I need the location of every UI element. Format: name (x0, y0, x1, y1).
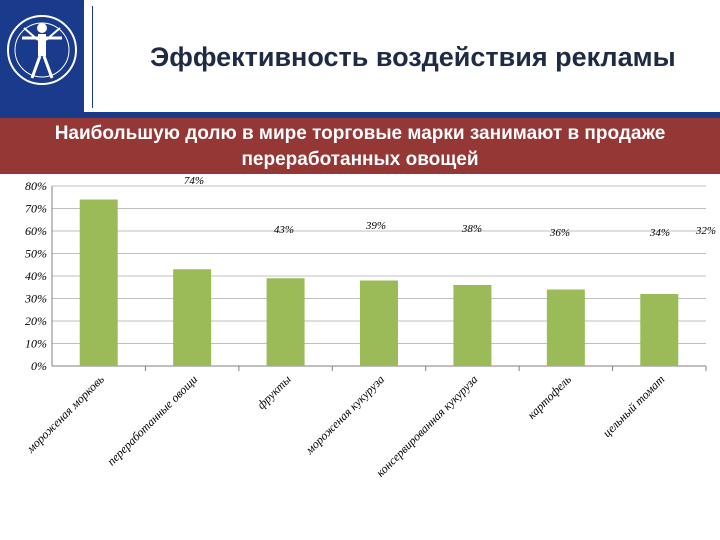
data-label: 39% (365, 220, 386, 232)
bar (546, 289, 585, 366)
bar (640, 294, 679, 366)
y-tick-label: 40% (25, 269, 47, 283)
bar (360, 280, 398, 366)
x-tick-label: цельный томат (600, 372, 668, 440)
y-tick-label: 50% (25, 247, 47, 261)
x-tick-label: фрукты (254, 372, 294, 412)
y-tick-label: 0% (31, 359, 47, 373)
y-tick-label: 10% (25, 337, 47, 351)
bar (173, 269, 212, 366)
data-label: 36% (549, 227, 570, 239)
y-tick-label: 60% (25, 224, 47, 238)
header-bar (0, 112, 720, 118)
vitruvian-man-logo-icon (7, 15, 77, 85)
data-label: 43% (274, 224, 294, 236)
logo (0, 0, 84, 112)
y-tick-label: 70% (25, 202, 47, 216)
x-tick-label: переработанные овощи (104, 372, 200, 468)
y-tick-label: 20% (25, 314, 47, 328)
x-tick-label: консервированная кукуруза (373, 372, 480, 479)
x-tick-label: мороженая кукуруза (302, 372, 387, 457)
data-label: 32% (695, 225, 716, 237)
bar (266, 278, 305, 366)
header: Эффективность воздействия рекламы (0, 0, 720, 118)
subtitle-banner: Наибольшую долю в мире торговые марки за… (0, 118, 720, 174)
page-title: Эффективность воздействия рекламы (150, 42, 676, 72)
bar (79, 199, 118, 366)
bar (453, 285, 492, 366)
logo-divider (92, 6, 93, 108)
data-label: 34% (649, 227, 670, 239)
x-tick-label: мороженая морковь (23, 372, 107, 456)
x-tick-label: картофель (524, 372, 574, 422)
y-tick-label: 30% (24, 292, 47, 306)
data-label: 74% (184, 175, 204, 187)
bar-chart: 0% 10% 20% 30% 40% 50% 60% 70% 80% 74% мороженая м… (23, 175, 716, 480)
data-label: 38% (461, 223, 482, 235)
y-tick-label: 80% (25, 179, 47, 193)
